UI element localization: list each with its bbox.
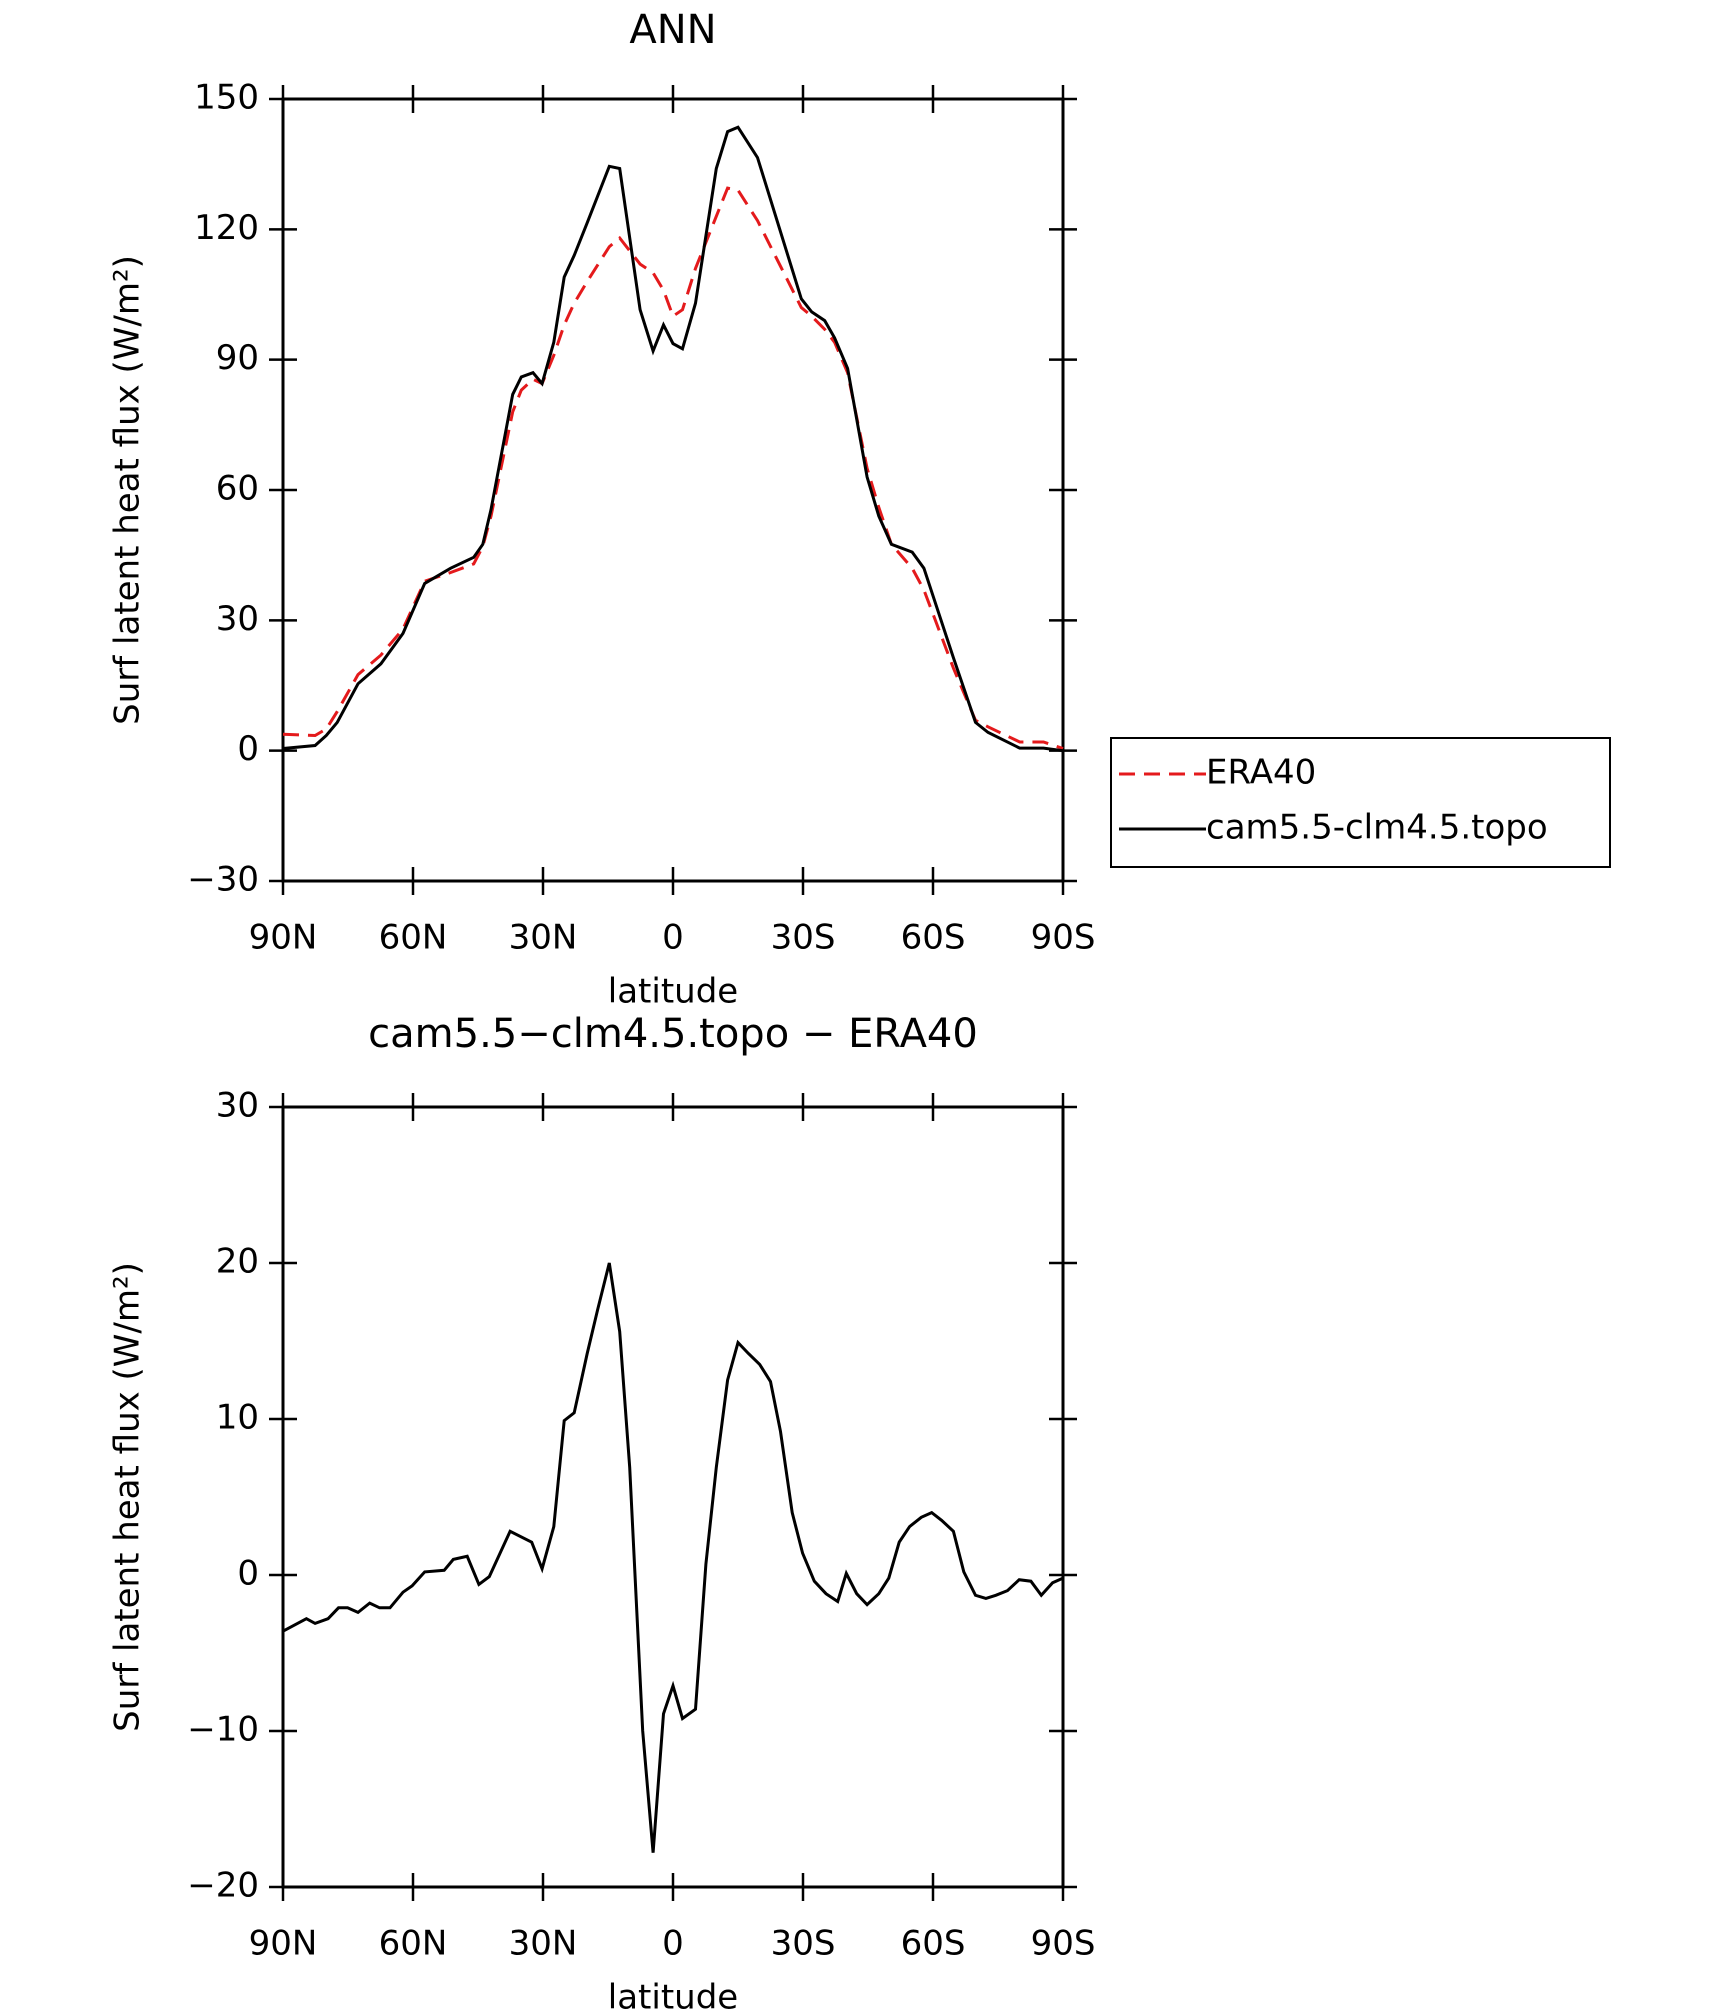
y-tick-label: 150 (194, 78, 259, 118)
chart-title: ANN (629, 7, 716, 53)
x-tick-label: 60N (379, 1924, 448, 1964)
legend-label: ERA40 (1206, 753, 1316, 793)
y-tick-label: 120 (194, 208, 259, 248)
data-line (282, 125, 1064, 753)
x-tick-label: 0 (662, 918, 684, 958)
x-tick-label: 30N (509, 1924, 578, 1964)
y-tick-label: −30 (187, 860, 259, 900)
x-tick-label: 60N (379, 918, 448, 958)
y-tick-label: 0 (237, 729, 259, 769)
y-tick-label: 10 (216, 1398, 259, 1438)
y-tick-label: 60 (216, 469, 259, 509)
x-tick-label: 30S (771, 918, 836, 958)
legend-box (1110, 737, 1611, 868)
data-line (282, 1262, 1064, 1853)
x-axis-label: latitude (608, 972, 738, 1012)
y-tick-label: −20 (187, 1866, 259, 1906)
y-tick-label: 30 (216, 1086, 259, 1126)
y-axis-label: Surf latent heat flux (W/m²) (108, 255, 148, 725)
y-tick-label: 90 (216, 338, 259, 378)
data-line (282, 186, 1064, 750)
x-tick-label: 30S (771, 1924, 836, 1964)
x-tick-label: 30N (509, 918, 578, 958)
chart-title: cam5.5−clm4.5.topo − ERA40 (368, 1011, 978, 1057)
y-tick-label: 20 (216, 1242, 259, 1282)
plot-frame (281, 1105, 1065, 1889)
y-tick-label: 30 (216, 599, 259, 639)
y-tick-label: 0 (237, 1554, 259, 1594)
legend-label: cam5.5-clm4.5.topo (1206, 808, 1548, 848)
x-tick-label: 90S (1031, 1924, 1096, 1964)
y-tick-label: −10 (187, 1710, 259, 1750)
x-tick-label: 60S (901, 1924, 966, 1964)
x-tick-label: 0 (662, 1924, 684, 1964)
x-tick-label: 90N (249, 1924, 318, 1964)
plot-frame (281, 97, 1065, 883)
x-tick-label: 90S (1031, 918, 1096, 958)
y-axis-label: Surf latent heat flux (W/m²) (108, 1262, 148, 1732)
x-axis-label: latitude (608, 1978, 738, 2010)
x-tick-label: 90N (249, 918, 318, 958)
x-tick-label: 60S (901, 918, 966, 958)
